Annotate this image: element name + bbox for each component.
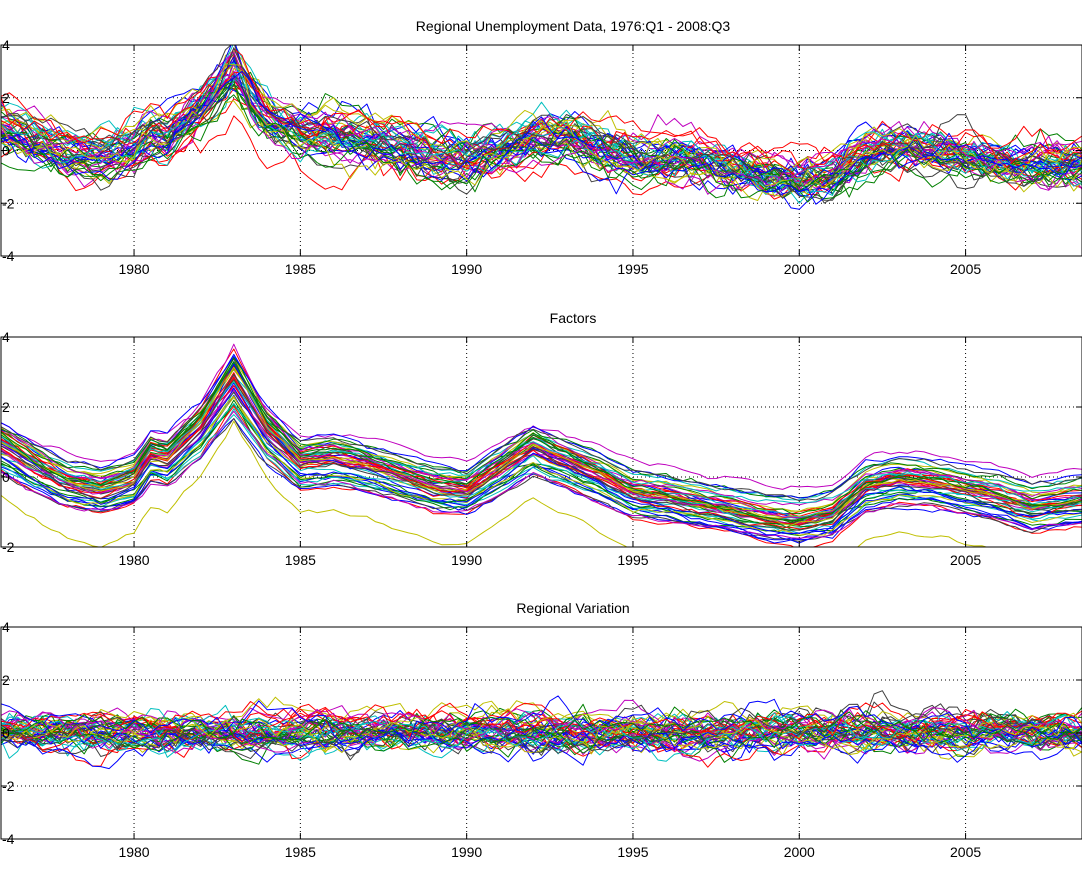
- series-line: [1, 70, 1082, 205]
- x-tick-label: 1985: [285, 261, 316, 277]
- series-line: [1, 703, 1082, 754]
- series-line: [1, 721, 1082, 763]
- y-tick-label: -2: [2, 778, 15, 794]
- y-tick-label: 2: [2, 90, 10, 106]
- series-line: [1, 373, 1082, 531]
- y-tick-label: -4: [2, 831, 15, 847]
- x-tick-label: 1980: [118, 844, 149, 860]
- x-tick-label: 1990: [451, 844, 482, 860]
- y-tick-label: -2: [2, 539, 15, 555]
- series-line: [1, 115, 1082, 200]
- plot-area: 1980 1985 1990 1995 2000 2005 -4 -2 0 2 4: [0, 37, 1082, 277]
- series-line: [1, 100, 1082, 197]
- series-line: [1, 395, 1082, 536]
- y-tick-label: 0: [2, 725, 10, 741]
- series-line: [1, 361, 1082, 518]
- x-tick-label: 1980: [118, 552, 149, 568]
- series-line: [1, 47, 1082, 195]
- y-tick-label: 4: [2, 619, 10, 635]
- panel-title: Factors: [550, 310, 597, 326]
- x-tick-label: 1990: [451, 261, 482, 277]
- panel-title: Regional Variation: [516, 600, 629, 616]
- x-tick-label: 1990: [451, 552, 482, 568]
- x-tick-label: 1995: [617, 844, 648, 860]
- y-tick-label: 0: [2, 469, 10, 485]
- x-tick-label: 1980: [118, 261, 149, 277]
- series-group: [1, 690, 1082, 770]
- series-group: [1, 343, 1082, 547]
- series-line: [1, 717, 1082, 754]
- panel-title: Regional Unemployment Data, 1976:Q1 - 20…: [416, 18, 731, 34]
- series-line: [1, 695, 1082, 744]
- x-tick-label: 1985: [285, 844, 316, 860]
- series-line: [1, 83, 1082, 191]
- series-group: [1, 45, 1082, 210]
- panel-regional-unemployment: Regional Unemployment Data, 1976:Q1 - 20…: [0, 18, 1082, 277]
- y-tick-label: 2: [2, 672, 10, 688]
- series-line: [1, 77, 1082, 191]
- y-tick-label: -2: [2, 195, 15, 211]
- series-line: [1, 389, 1082, 519]
- series-line: [1, 701, 1082, 743]
- series-line: [1, 369, 1082, 490]
- series-line: [1, 403, 1082, 521]
- x-tick-label: 2000: [784, 261, 815, 277]
- series-line: [1, 418, 1082, 542]
- x-tick-label: 1995: [617, 552, 648, 568]
- x-tick-label: 2000: [784, 844, 815, 860]
- y-tick-label: 4: [2, 37, 10, 53]
- series-line: [1, 410, 1082, 539]
- series-line: [1, 387, 1082, 536]
- series-line: [1, 364, 1082, 502]
- plot-area: 1980 1985 1990 1995 2000 2005 -2 0 2 4: [0, 329, 1082, 568]
- series-line: [1, 713, 1082, 762]
- series-line: [1, 707, 1082, 745]
- series-line: [1, 94, 1082, 199]
- x-tick-label: 2005: [950, 844, 981, 860]
- series-line: [1, 63, 1082, 197]
- y-tick-label: 4: [2, 329, 10, 345]
- series-line: [1, 357, 1082, 523]
- y-tick-label: 2: [2, 399, 10, 415]
- series-line: [1, 363, 1082, 515]
- series-line: [1, 367, 1082, 526]
- series-line: [1, 704, 1082, 749]
- series-line: [1, 711, 1082, 749]
- axes-frame: [0, 336, 1082, 548]
- x-tick-label: 2000: [784, 552, 815, 568]
- series-line: [1, 367, 1082, 499]
- series-line: [1, 381, 1082, 504]
- y-tick-label: -4: [2, 248, 15, 264]
- series-line: [1, 404, 1082, 537]
- panel-factors: Factors 1980 1985 1990 1995 2000 2005 -2 0 2 4: [0, 310, 1082, 568]
- series-line: [1, 63, 1082, 201]
- panel-regional-variation: Regional Variation 1980 1985 1990 1995 2000 2…: [0, 600, 1082, 860]
- series-line: [1, 71, 1082, 168]
- x-tick-label: 1995: [617, 261, 648, 277]
- series-line: [1, 420, 989, 547]
- x-tick-label: 1985: [285, 552, 316, 568]
- x-tick-label: 2005: [950, 552, 981, 568]
- y-tick-label: 0: [2, 143, 10, 159]
- series-line: [1, 356, 1082, 499]
- plot-area: 1980 1985 1990 1995 2000 2005 -4 -2 0 2 4: [0, 619, 1082, 860]
- x-tick-label: 2005: [950, 261, 981, 277]
